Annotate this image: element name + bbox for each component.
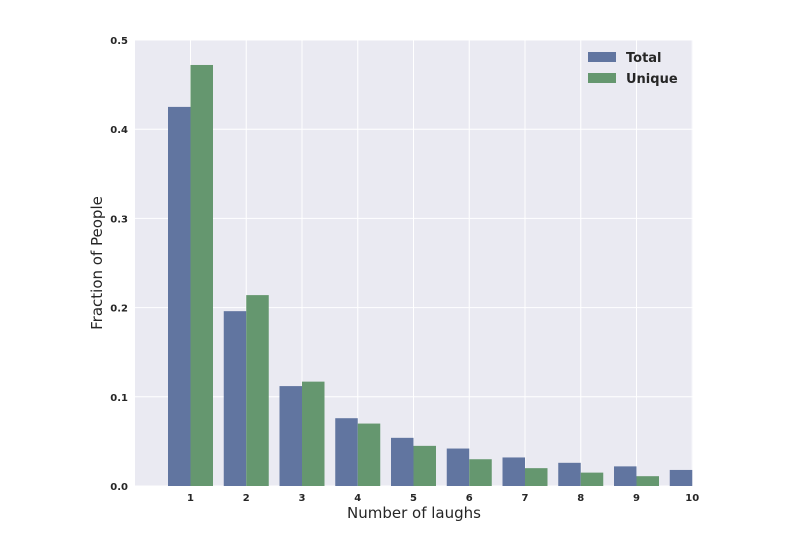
bar-total-10 <box>669 469 693 486</box>
x-tick-label: 9 <box>633 493 640 504</box>
bar-unique-6 <box>469 459 492 486</box>
x-tick-label: 10 <box>685 493 699 504</box>
grid <box>135 39 693 487</box>
y-tick-label: 0.5 <box>110 36 128 47</box>
bar-total-8 <box>558 462 581 486</box>
y-tick-label: 0.3 <box>110 214 128 225</box>
bar-total-2 <box>223 311 247 486</box>
x-axis-label: Number of laughs <box>347 504 481 522</box>
x-tick-label: 8 <box>577 493 584 504</box>
x-tick-label: 6 <box>466 493 473 504</box>
y-tick-label: 0.1 <box>110 393 128 404</box>
legend-swatch-unique <box>588 73 616 83</box>
bar-total-6 <box>446 448 470 486</box>
bar-unique-3 <box>302 381 325 486</box>
bar-unique-7 <box>525 468 548 486</box>
bar-unique-5 <box>413 445 436 486</box>
x-tick-label: 7 <box>522 493 529 504</box>
y-tick-label: 0.2 <box>110 304 128 315</box>
legend-label-total: Total <box>626 51 662 66</box>
bar-unique-1 <box>190 64 213 486</box>
legend: Total Unique <box>588 51 678 87</box>
bar-total-4 <box>335 418 358 486</box>
bar-unique-8 <box>580 472 604 486</box>
y-tick-label: 0.4 <box>110 125 128 136</box>
bar-total-5 <box>391 437 414 486</box>
x-tick-label: 3 <box>299 493 306 504</box>
legend-swatch-total <box>588 52 616 62</box>
x-tick-label: 4 <box>354 493 361 504</box>
bars <box>168 64 693 487</box>
bar-unique-2 <box>246 295 269 486</box>
bar-total-9 <box>614 466 637 486</box>
x-tick-label: 5 <box>410 493 417 504</box>
bar-unique-4 <box>357 423 381 486</box>
y-axis-label: Fraction of People <box>88 196 106 330</box>
bar-total-1 <box>168 106 191 487</box>
x-tick-label: 2 <box>243 493 250 504</box>
x-tick-label: 1 <box>187 493 194 504</box>
bar-total-3 <box>279 386 302 486</box>
bar-unique-9 <box>636 476 659 486</box>
bar-total-7 <box>502 457 525 486</box>
x-ticks: 1 2 3 4 5 6 7 8 9 10 <box>187 493 699 504</box>
legend-label-unique: Unique <box>626 72 678 87</box>
y-ticks: 0.0 0.1 0.2 0.3 0.4 0.5 <box>110 36 128 493</box>
y-tick-label: 0.0 <box>110 482 128 493</box>
